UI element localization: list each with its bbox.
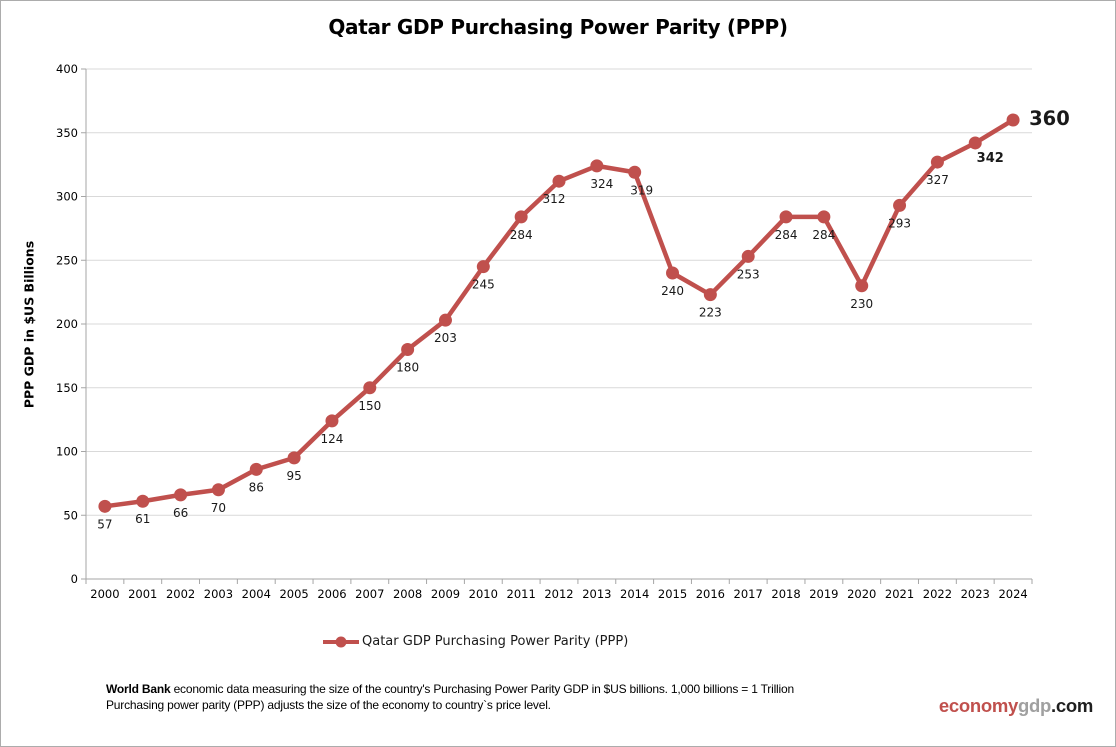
x-tick-label: 2016 (696, 587, 725, 601)
data-point (741, 249, 755, 263)
data-point (438, 313, 452, 327)
data-point (98, 499, 112, 513)
data-label: 66 (173, 506, 188, 520)
data-label: 284 (510, 228, 533, 242)
data-point (855, 279, 869, 293)
x-tick-label: 2009 (431, 587, 460, 601)
watermark-com: .com (1051, 695, 1093, 716)
y-tick-label: 350 (56, 126, 78, 140)
x-tick-label: 2002 (166, 587, 195, 601)
data-point (703, 288, 717, 302)
data-label: 360 (1029, 107, 1070, 130)
x-tick-label: 2021 (885, 587, 914, 601)
data-label: 124 (321, 432, 344, 446)
x-tick-label: 2004 (242, 587, 271, 601)
data-point (779, 210, 793, 224)
chart-title: Qatar GDP Purchasing Power Parity (PPP) (328, 15, 788, 39)
y-tick-label: 200 (56, 317, 78, 331)
watermark-economy: economy (938, 695, 1018, 716)
watermark-gdp: gdp (1018, 695, 1052, 716)
x-tick-label: 2020 (847, 587, 876, 601)
x-tick-label: 2008 (393, 587, 422, 601)
y-tick-label: 50 (63, 508, 78, 522)
x-tick-label: 2003 (204, 587, 233, 601)
x-tick-label: 2014 (620, 587, 649, 601)
data-point (968, 136, 982, 150)
data-label: 230 (850, 297, 873, 311)
data-label: 57 (97, 517, 112, 531)
data-point (552, 174, 566, 188)
x-tick-label: 2000 (90, 587, 119, 601)
data-point (893, 198, 907, 212)
data-label: 203 (434, 331, 457, 345)
data-label: 324 (590, 177, 613, 191)
x-tick-label: 2024 (998, 587, 1027, 601)
data-label: 342 (977, 151, 1004, 166)
data-label: 284 (775, 228, 798, 242)
data-point (628, 165, 642, 179)
data-point (1006, 113, 1020, 127)
x-tick-label: 2018 (771, 587, 800, 601)
x-tick-label: 2005 (279, 587, 308, 601)
data-point (325, 414, 339, 428)
data-label: 223 (699, 306, 722, 320)
legend: Qatar GDP Purchasing Power Parity (PPP) (323, 634, 628, 649)
data-point (930, 155, 944, 169)
data-label: 327 (926, 173, 949, 187)
chart-canvas: 0 50 100 150 200 250 300 350 400 2000 2001 2002 2003… (56, 62, 1070, 601)
data-point (211, 483, 225, 497)
y-tick-label: 400 (56, 62, 78, 76)
footer-line1: World Bank economic data measuring the s… (106, 682, 794, 696)
data-point (817, 210, 831, 224)
x-tick-label: 2011 (507, 587, 536, 601)
footer-line2: Purchasing power parity (PPP) adjusts th… (106, 697, 551, 712)
data-point (136, 494, 150, 508)
data-point (514, 210, 528, 224)
legend-label: Qatar GDP Purchasing Power Parity (PPP) (362, 634, 629, 649)
y-tick-label: 150 (56, 381, 78, 395)
data-label: 61 (135, 512, 150, 526)
data-point (363, 381, 377, 395)
x-tick-label: 2010 (469, 587, 498, 601)
y-tick-label: 100 (56, 445, 78, 459)
y-tick-label: 0 (71, 572, 78, 586)
data-point (287, 451, 301, 465)
x-tick-label: 2015 (658, 587, 687, 601)
legend-marker-icon (323, 636, 359, 647)
data-label: 245 (472, 278, 495, 292)
y-tick-label: 250 (56, 253, 78, 267)
watermark: economygdp.com (939, 695, 1093, 717)
data-label: 312 (543, 192, 566, 206)
x-tick-label: 2019 (809, 587, 838, 601)
data-label: 253 (737, 267, 760, 281)
x-tick-label: 2023 (961, 587, 990, 601)
x-tick-label: 2007 (355, 587, 384, 601)
data-point (590, 159, 604, 173)
data-point (476, 260, 490, 274)
data-label: 150 (358, 399, 381, 413)
data-point (249, 462, 263, 476)
y-tick-label: 300 (56, 190, 78, 204)
x-tick-label: 2006 (317, 587, 346, 601)
x-tick-label: 2017 (734, 587, 763, 601)
data-point (401, 343, 415, 356)
data-point (666, 266, 680, 280)
x-tick-label: 2013 (582, 587, 611, 601)
data-label: 240 (661, 284, 684, 298)
x-tick-label: 2012 (544, 587, 573, 601)
footer-note: World Bank economic data measuring the s… (106, 682, 794, 713)
x-tick-label: 2001 (128, 587, 157, 601)
footer-source: World Bank (106, 682, 171, 696)
data-label: 95 (286, 469, 301, 483)
data-point (174, 488, 188, 502)
data-label: 284 (812, 228, 835, 242)
data-label: 180 (396, 361, 419, 375)
data-label: 319 (630, 183, 653, 197)
footer-line1-rest: economic data measuring the size of the … (170, 682, 795, 696)
x-tick-label: 2022 (923, 587, 952, 601)
data-label: 293 (888, 216, 911, 230)
data-label: 86 (249, 480, 264, 494)
data-label: 70 (211, 501, 226, 515)
